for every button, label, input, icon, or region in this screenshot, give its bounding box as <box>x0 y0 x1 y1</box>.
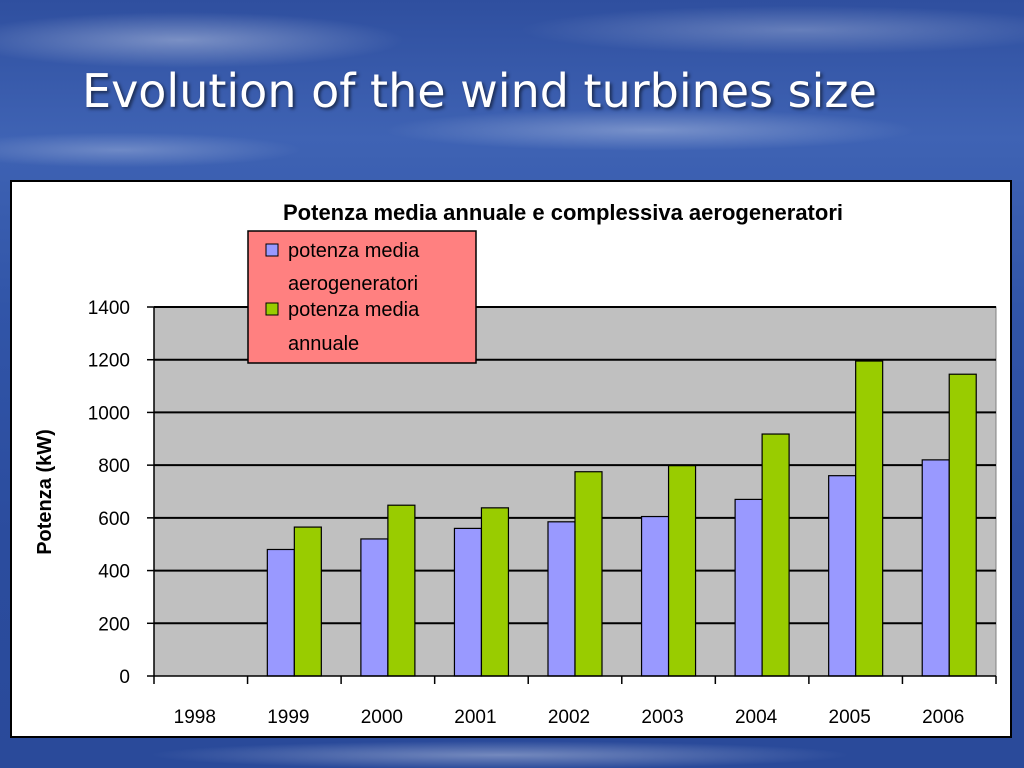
legend-label-aerogeneratori: potenza media <box>288 240 420 262</box>
bar-annuale-2004 <box>761 433 790 677</box>
bar-annuale-2000 <box>387 504 416 677</box>
x-tick-label: 2005 <box>829 707 871 728</box>
bar-annuale-1999 <box>293 526 322 677</box>
y-tick-label: 400 <box>98 562 130 583</box>
x-tick-label: 1998 <box>174 707 216 728</box>
bar-aerogeneratori-2003 <box>640 515 670 677</box>
y-axis-label: Potenza (kW) <box>34 429 56 555</box>
bar-aerogeneratori-1999 <box>266 548 295 677</box>
y-tick-label: 800 <box>98 456 130 477</box>
legend-label-annuale: annuale <box>288 333 359 355</box>
y-tick-label: 1400 <box>88 298 130 319</box>
legend-box <box>247 230 477 364</box>
bar-aerogeneratori-2004 <box>734 498 763 677</box>
bar-aerogeneratori-2000 <box>360 538 389 677</box>
legend-label-annuale: potenza media <box>288 299 420 321</box>
bar-annuale-2003 <box>667 465 697 677</box>
bar-aerogeneratori-2006 <box>921 459 950 677</box>
x-tick-label: 2002 <box>548 707 590 728</box>
bar-annuale-2002 <box>574 471 603 677</box>
y-tick-labels: 0 200 400 600 800 1000 1200 1400 <box>88 298 130 688</box>
bar-annuale-2006 <box>948 373 977 677</box>
x-tick-label: 2006 <box>922 707 964 728</box>
y-tick-label: 200 <box>98 614 130 635</box>
legend-swatch-aerogeneratori <box>265 243 279 257</box>
y-tick-label: 0 <box>119 667 130 688</box>
legend-label-aerogeneratori: aerogeneratori <box>288 273 418 295</box>
x-tick-labels: 1998 1999 2000 2001 2002 2003 2004 2005 2006 <box>174 707 965 728</box>
y-tick-label: 1000 <box>88 403 130 424</box>
x-tick-label: 2004 <box>735 707 778 728</box>
legend: potenza media aerogeneratori potenza media… <box>247 230 477 364</box>
bar-annuale-2001 <box>480 507 510 677</box>
x-tick-label: 2001 <box>454 707 496 728</box>
y-tick-label: 1200 <box>88 351 130 372</box>
axes <box>147 306 997 684</box>
y-tick-label: 600 <box>98 509 130 530</box>
bar-aerogeneratori-2002 <box>547 521 576 677</box>
bar-annuale-2005 <box>855 360 884 677</box>
slide-title: Evolution of the wind turbines size <box>82 64 877 118</box>
legend-swatch-annuale <box>265 302 279 316</box>
bars <box>266 360 977 677</box>
bar-aerogeneratori-2005 <box>828 475 857 677</box>
x-tick-label: 2003 <box>641 707 683 728</box>
x-tick-label: 2000 <box>361 707 403 728</box>
x-tick-label: 1999 <box>267 707 309 728</box>
bar-aerogeneratori-2001 <box>453 527 483 677</box>
chart-title: Potenza media annuale e complessiva aero… <box>283 200 843 225</box>
